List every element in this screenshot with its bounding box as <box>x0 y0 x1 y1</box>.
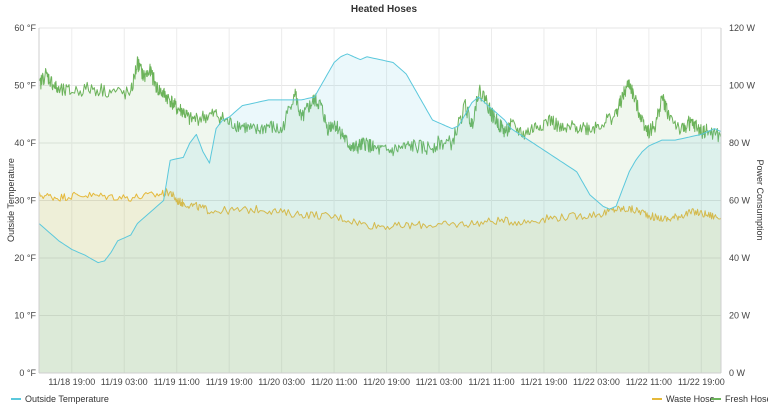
series-area-outside-temperature <box>39 53 721 374</box>
y-left-tick-label: 0 °F <box>19 368 36 378</box>
x-tick-label: 11/22 19:00 <box>678 377 725 387</box>
x-tick-label: 11/21 11:00 <box>468 377 514 387</box>
series-line-fresh-hose <box>38 56 722 157</box>
x-tick-label: 11/19 11:00 <box>154 377 200 387</box>
x-tick-label: 11/18 19:00 <box>48 377 95 387</box>
y-left-tick-label: 50 °F <box>14 81 36 91</box>
legend-label-fresh-hose: Fresh Hose <box>725 394 768 404</box>
x-tick-label: 11/21 19:00 <box>520 377 567 387</box>
x-tick-label: 11/22 11:00 <box>626 377 672 387</box>
chart-title: Heated Hoses <box>351 4 418 15</box>
legend-item-waste-hose[interactable]: Waste Hose <box>652 394 715 404</box>
x-tick-label: 11/21 03:00 <box>416 377 463 387</box>
series-area-waste-hose <box>39 188 721 373</box>
y-axis-left-label: Outside Temperature <box>6 158 16 242</box>
x-tick-label: 11/20 19:00 <box>363 377 410 387</box>
y-right-tick-label: 40 W <box>729 253 751 263</box>
y-right-tick-label: 20 W <box>729 311 751 321</box>
y-axis-right-label: Power Consumption <box>755 159 765 240</box>
y-right-tick-label: 80 W <box>729 138 751 148</box>
y-right-tick-label: 100 W <box>729 81 756 91</box>
y-left-tick-label: 10 °F <box>14 311 36 321</box>
x-tick-label: 11/20 11:00 <box>311 377 357 387</box>
series-line-outside-temperature <box>38 53 722 264</box>
y-right-tick-label: 0 W <box>729 368 746 378</box>
y-left-tick-label: 20 °F <box>14 253 36 263</box>
x-tick-label: 11/19 03:00 <box>101 377 148 387</box>
legend-item-outside-temperature[interactable]: Outside Temperature <box>11 394 109 404</box>
series-layer <box>38 53 722 374</box>
y-left-tick-label: 60 °F <box>14 23 36 33</box>
axes: 0 °F 0 W 10 °F 20 W 20 °F 40 W 30 °F 60 W 40 °F 8… <box>14 23 755 387</box>
y-left-tick-label: 30 °F <box>14 196 36 206</box>
legend-label-outside-temperature: Outside Temperature <box>25 394 109 404</box>
x-tick-label: 11/20 03:00 <box>258 377 305 387</box>
y-right-tick-label: 120 W <box>729 23 756 33</box>
x-tick-label: 11/22 03:00 <box>573 377 620 387</box>
x-tick-label: 11/19 19:00 <box>206 377 253 387</box>
legend-item-fresh-hose[interactable]: Fresh Hose <box>711 394 768 404</box>
y-right-tick-label: 60 W <box>729 196 751 206</box>
series-line-waste-hose <box>38 188 722 230</box>
y-left-tick-label: 40 °F <box>14 138 36 148</box>
series-area-fresh-hose <box>39 56 721 374</box>
legend-label-waste-hose: Waste Hose <box>666 394 715 404</box>
